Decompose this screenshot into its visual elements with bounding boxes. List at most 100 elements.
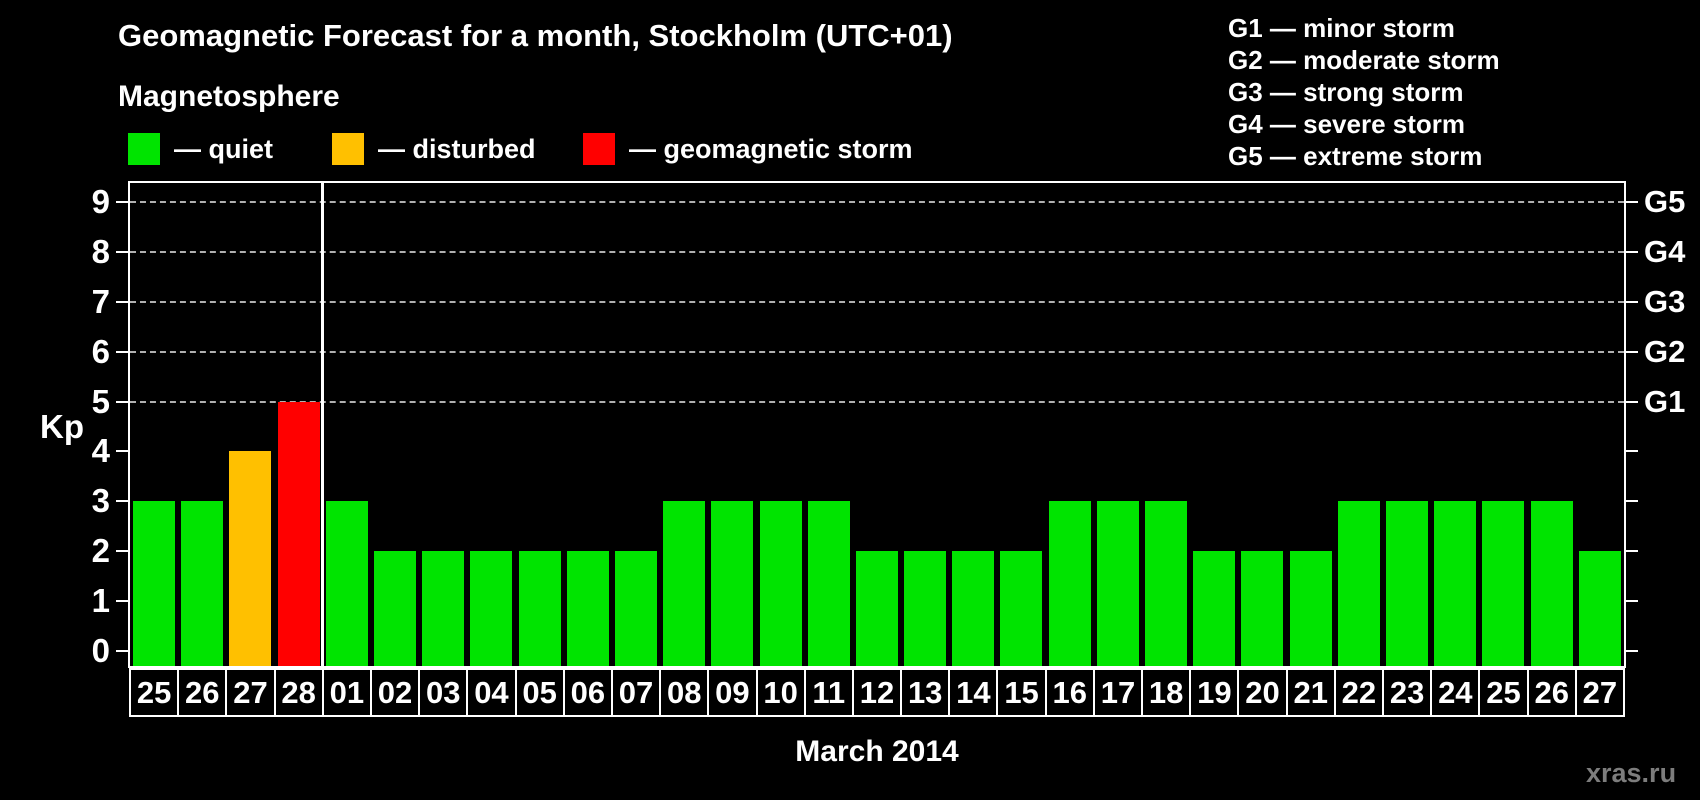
bar-day-03-kp2 [422,551,465,666]
x-axis-title: March 2014 [795,735,959,768]
y-tick-right-8 [1626,250,1638,253]
y-tick-label-0: 0 [91,632,110,669]
g3-legend-line: G3 — strong storm [1228,77,1464,107]
y-tick-right-4 [1626,450,1638,453]
day-cell-mar-23: 23 [1382,668,1433,717]
y-tick-left-9 [116,200,128,203]
legend-item-quiet: — quiet [128,132,273,166]
gridline-kp6 [130,350,1624,353]
y-tick-left-2 [116,550,128,553]
y-tick-left-5 [116,400,128,403]
x-axis-day-row: 25 26 27 28 01 02 03 04 05 06 07 08 09 10 11 12 13 14 15 16… [129,668,1625,717]
day-cell-mar-27: 27 [1574,668,1625,717]
bar-day-13-kp2 [904,551,947,666]
y-tick-left-1 [116,600,128,603]
day-cell-mar-10: 10 [755,668,806,717]
day-cell-mar-09: 09 [707,668,758,717]
bar-day-27-kp4 [229,451,272,666]
disturbed-color-swatch [332,133,364,165]
day-cell-mar-05: 05 [514,668,565,717]
legend-label-disturbed: — disturbed [378,133,536,164]
storm-color-swatch [583,133,615,165]
bar-day-24-kp3 [1434,501,1477,666]
gridline-kp7 [130,300,1624,303]
bar-day-28-kp5 [277,401,320,666]
day-cell-mar-02: 02 [369,668,421,717]
y-tick-right-5 [1626,400,1638,403]
g4-legend-line: G4 — severe storm [1228,109,1466,139]
g-tick-label-G2: G2 [1644,333,1686,369]
y-tick-right-7 [1626,300,1638,303]
day-cell-mar-13: 13 [900,668,951,717]
y-tick-left-7 [116,300,128,303]
bar-day-14-kp2 [952,551,995,666]
y-tick-right-2 [1626,550,1638,553]
y-tick-label-9: 9 [91,182,110,220]
day-cell-mar-19: 19 [1189,668,1240,717]
day-cell-feb-27: 27 [225,668,276,717]
day-cell-mar-06: 06 [562,668,613,717]
g1-legend-line: G1 — minor storm [1228,13,1455,43]
y-tick-right-6 [1626,350,1638,353]
day-cell-feb-28: 28 [273,668,324,717]
y-tick-label-1: 1 [91,582,110,620]
day-cell-mar-18: 18 [1141,668,1192,717]
y-tick-label-4: 4 [91,432,110,470]
y-tick-left-0 [116,650,128,652]
legend-label-quiet: — quiet [174,133,273,164]
legend-label-storm: — geomagnetic storm [629,133,913,164]
y-tick-label-8: 8 [91,232,110,270]
bar-day-06-kp2 [566,551,609,666]
g-scale-legend: G1 — minor storm G2 — moderate storm G3 … [1228,12,1500,172]
legend-item-storm: — geomagnetic storm [583,132,913,166]
y-tick-left-6 [116,350,128,353]
day-cell-mar-03: 03 [418,668,469,717]
magnetosphere-subtitle: Magnetosphere [118,80,340,113]
day-cell-mar-08: 08 [659,668,710,717]
bar-day-12-kp2 [855,551,898,666]
bar-day-05-kp2 [518,551,561,666]
y-tick-label-7: 7 [91,282,110,320]
day-cell-mar-16: 16 [1044,668,1095,717]
y-tick-label-6: 6 [91,332,110,370]
bar-day-10-kp3 [759,501,802,666]
bar-day-15-kp2 [1000,551,1043,666]
day-cell-mar-20: 20 [1237,668,1288,717]
bar-day-09-kp3 [711,501,754,666]
g5-legend-line: G5 — extreme storm [1228,141,1483,171]
bar-day-07-kp2 [614,551,657,666]
day-cell-mar-21: 21 [1285,668,1336,717]
legend-item-disturbed: — disturbed [332,132,536,166]
bar-day-20-kp2 [1241,551,1284,666]
day-cell-feb-25: 25 [129,668,180,717]
quiet-color-swatch [128,133,160,165]
bar-day-25-kp3 [1482,501,1525,666]
gridline-kp5 [130,400,1624,403]
day-cell-mar-24: 24 [1430,668,1481,717]
bar-day-26-kp3 [181,501,224,666]
y-tick-label-2: 2 [91,532,110,570]
day-cell-mar-12: 12 [851,668,903,717]
day-cell-mar-11: 11 [803,668,854,717]
y-tick-right-0 [1626,650,1638,652]
month-separator-line [321,183,325,666]
day-cell-mar-17: 17 [1092,668,1144,717]
y-axis-label-kp: Kp [40,408,84,445]
plot-area: 0 1 2 3 4 5 G1 6 G2 7 G3 8 G4 9 G5 [92,181,1685,669]
y-tick-left-4 [116,450,128,453]
g-tick-label-G5: G5 [1644,183,1686,219]
bar-day-17-kp3 [1096,501,1139,666]
page-title: Geomagnetic Forecast for a month, Stockh… [118,18,953,53]
day-cell-mar-22: 22 [1333,668,1385,717]
bar-day-08-kp3 [663,501,706,666]
g-tick-label-G3: G3 [1644,283,1686,319]
bar-day-23-kp3 [1386,501,1429,666]
bar-day-25-kp3 [133,501,175,666]
gridline-kp8 [130,250,1624,253]
bar-day-16-kp3 [1048,501,1091,666]
day-cell-mar-26: 26 [1526,668,1577,717]
day-cell-feb-26: 26 [177,668,228,717]
bar-day-26-kp3 [1530,501,1573,666]
bar-day-04-kp2 [470,551,513,666]
